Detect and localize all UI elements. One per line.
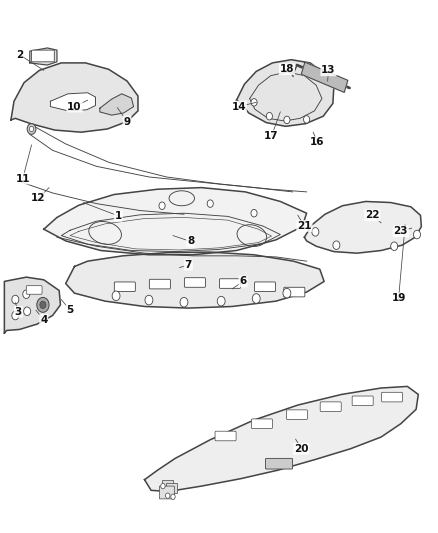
Circle shape [312,228,319,236]
Text: 14: 14 [231,102,246,111]
Text: 16: 16 [310,138,325,147]
FancyBboxPatch shape [184,278,205,287]
Text: 2: 2 [16,50,23,60]
Text: 9: 9 [124,117,131,126]
FancyBboxPatch shape [32,50,54,62]
FancyBboxPatch shape [251,419,272,429]
Text: 10: 10 [67,102,82,111]
FancyBboxPatch shape [381,392,403,402]
Polygon shape [145,386,418,491]
Circle shape [23,290,30,298]
Polygon shape [301,62,348,92]
Polygon shape [44,188,307,255]
Circle shape [252,294,260,303]
Circle shape [284,116,290,124]
Circle shape [304,116,310,123]
Circle shape [251,209,257,217]
FancyBboxPatch shape [265,458,293,469]
Circle shape [171,494,175,499]
Text: 21: 21 [297,221,312,231]
FancyBboxPatch shape [159,486,174,499]
Polygon shape [100,94,134,115]
Text: 13: 13 [321,66,336,75]
Text: 11: 11 [15,174,30,183]
Text: 18: 18 [279,64,294,74]
FancyBboxPatch shape [352,396,373,406]
FancyBboxPatch shape [149,279,170,289]
Text: 1: 1 [115,211,122,221]
Text: 19: 19 [392,294,406,303]
Text: 22: 22 [365,211,380,220]
FancyBboxPatch shape [26,286,42,294]
Bar [166,483,177,493]
Circle shape [29,126,34,132]
Text: 3: 3 [15,307,22,317]
Circle shape [251,99,257,106]
Circle shape [159,202,165,209]
Polygon shape [11,63,138,132]
Text: 8: 8 [187,237,194,246]
FancyBboxPatch shape [114,282,135,292]
Circle shape [391,242,398,251]
Text: 6: 6 [240,277,247,286]
Circle shape [40,301,46,309]
Circle shape [12,311,19,320]
Circle shape [413,230,420,239]
Text: 7: 7 [185,260,192,270]
Circle shape [266,112,272,120]
Polygon shape [237,60,334,126]
Text: 20: 20 [294,444,309,454]
FancyBboxPatch shape [286,410,307,419]
Polygon shape [30,48,57,65]
Polygon shape [50,93,95,111]
FancyBboxPatch shape [320,402,341,411]
FancyBboxPatch shape [254,282,276,292]
Polygon shape [304,201,421,253]
Circle shape [24,307,31,316]
Polygon shape [4,277,60,333]
Circle shape [12,295,19,304]
Circle shape [145,295,153,305]
FancyBboxPatch shape [284,287,305,297]
Text: 12: 12 [31,193,46,203]
Circle shape [180,297,188,307]
Text: 4: 4 [40,315,47,325]
Circle shape [217,296,225,306]
Circle shape [37,297,49,312]
Circle shape [207,200,213,207]
Bar [162,480,173,489]
Text: 5: 5 [67,305,74,315]
Text: 17: 17 [264,131,279,141]
Circle shape [161,483,165,489]
Circle shape [333,241,340,249]
Text: 23: 23 [393,227,408,236]
Circle shape [283,288,291,298]
Circle shape [166,493,170,498]
FancyBboxPatch shape [219,279,240,288]
Circle shape [112,291,120,301]
Polygon shape [66,252,324,308]
FancyBboxPatch shape [215,431,236,441]
Circle shape [27,124,36,134]
